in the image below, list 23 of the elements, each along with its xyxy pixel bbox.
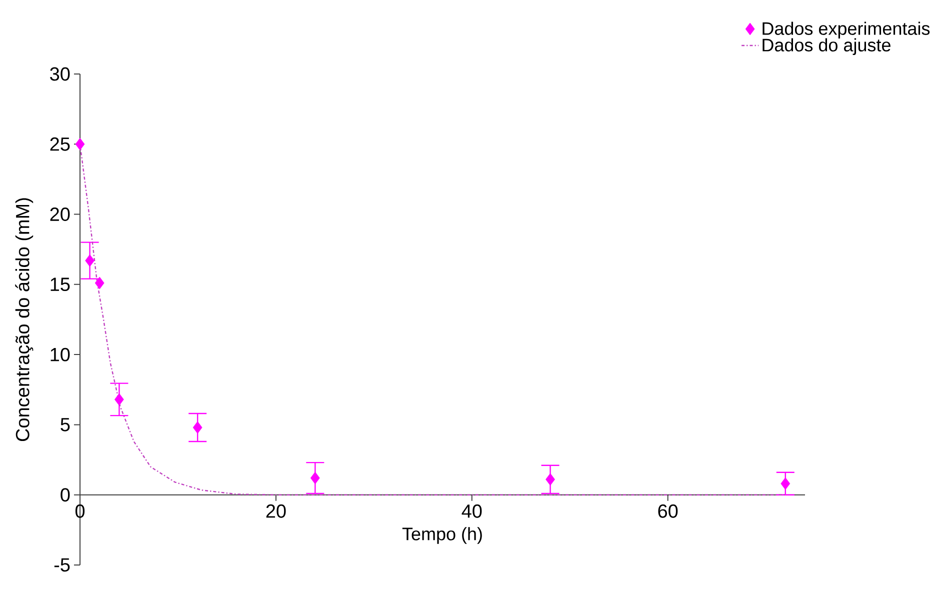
point bbox=[75, 138, 85, 150]
point bbox=[310, 472, 320, 484]
y-tick-label: 25 bbox=[50, 137, 70, 151]
point bbox=[94, 276, 104, 290]
point bbox=[85, 254, 95, 267]
x-tick-label: 20 bbox=[266, 504, 286, 518]
x-tick-label: 40 bbox=[462, 504, 482, 518]
y-tick-label: -5 bbox=[54, 558, 70, 572]
y-tick-label: 20 bbox=[50, 208, 70, 222]
legend-label: Dados experimentais bbox=[762, 22, 930, 38]
y-tick-label: 30 bbox=[50, 67, 70, 81]
y-tick-label: 5 bbox=[60, 418, 70, 432]
y-axis-title: Concentração do ácido (mM) bbox=[15, 198, 34, 442]
point bbox=[780, 477, 790, 490]
y-tick-label: 15 bbox=[50, 278, 70, 292]
y-tick-label: 10 bbox=[50, 348, 70, 362]
x-tick-label: 60 bbox=[658, 504, 678, 518]
x-axis-title: Tempo (h) bbox=[402, 527, 482, 544]
legend-label: Dados do ajuste bbox=[762, 38, 890, 56]
point bbox=[192, 421, 202, 434]
point bbox=[546, 473, 555, 486]
y-tick-label: 0 bbox=[60, 488, 70, 502]
point bbox=[114, 393, 124, 406]
